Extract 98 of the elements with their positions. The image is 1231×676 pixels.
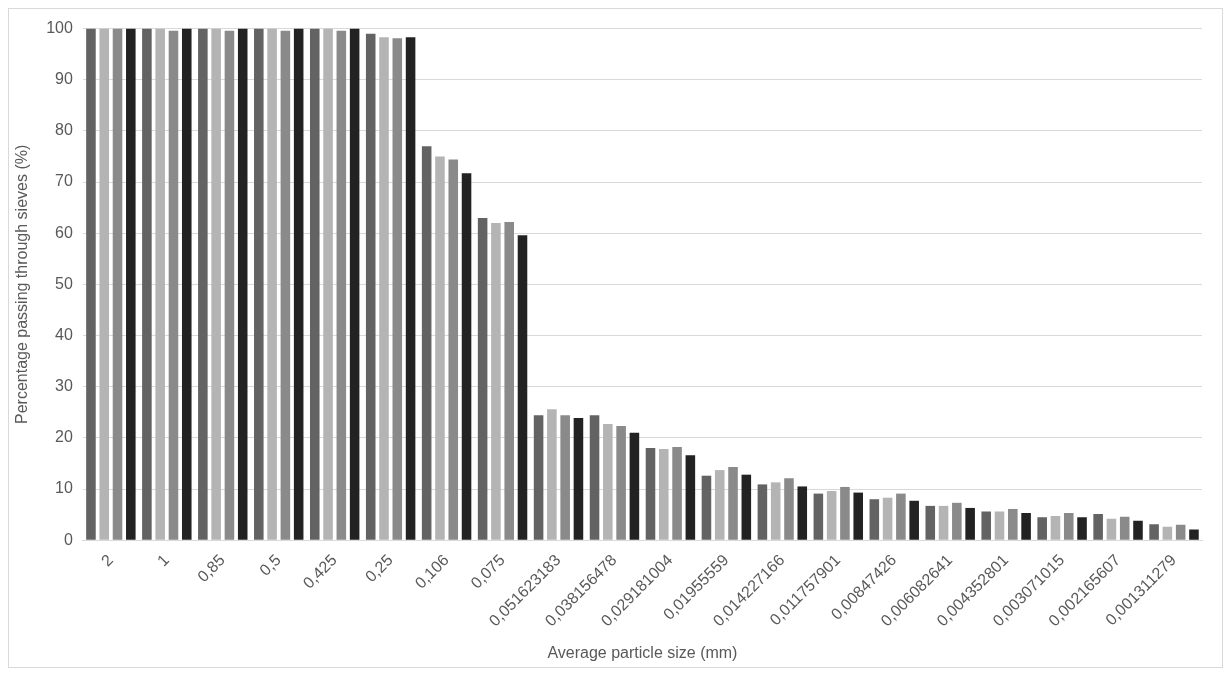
bar <box>181 28 192 540</box>
bar <box>309 28 320 540</box>
bar <box>826 491 837 540</box>
bar <box>1162 526 1173 540</box>
x-axis-title: Average particle size (mm) <box>547 643 738 661</box>
bar <box>155 28 165 540</box>
y-tick-label: 70 <box>55 172 73 190</box>
bar <box>448 159 459 540</box>
x-tick-label: 0,85 <box>193 551 229 586</box>
bar <box>659 449 669 540</box>
bar <box>853 492 864 540</box>
x-tick-label: 1 <box>153 551 173 570</box>
bar <box>840 486 850 540</box>
bar <box>1050 516 1061 540</box>
bar <box>1077 517 1087 540</box>
y-tick-label: 100 <box>46 19 73 37</box>
bar <box>435 156 445 540</box>
bar <box>1149 524 1159 540</box>
bar <box>349 28 360 540</box>
bar <box>1063 513 1074 540</box>
bar <box>365 33 376 540</box>
bar <box>757 484 768 540</box>
bar <box>293 28 304 540</box>
bar <box>517 235 528 540</box>
bar <box>741 474 752 540</box>
bar <box>477 217 488 540</box>
bar <box>142 28 152 540</box>
bar <box>491 222 501 540</box>
bar <box>573 417 584 540</box>
bar <box>896 493 906 540</box>
x-tick-label: 2 <box>97 551 117 570</box>
bar <box>126 28 136 540</box>
bar <box>813 493 824 540</box>
bar <box>405 37 416 540</box>
bar <box>421 146 432 540</box>
y-axis-title: Percentage passing through sieves (%) <box>13 144 31 425</box>
bar <box>685 455 696 540</box>
bar <box>672 447 682 540</box>
y-tick-label: 90 <box>55 70 73 88</box>
bar <box>547 409 557 540</box>
bar <box>938 505 949 540</box>
bar <box>237 28 248 540</box>
bar <box>267 28 277 540</box>
bar <box>645 448 656 540</box>
bar <box>869 499 880 540</box>
bar <box>728 467 738 540</box>
bar <box>461 173 472 540</box>
bar <box>1008 508 1018 540</box>
y-tick-label: 10 <box>55 479 73 497</box>
bar <box>797 486 808 540</box>
bar <box>533 415 544 540</box>
y-tick-label: 40 <box>55 325 73 343</box>
bar <box>1021 513 1031 540</box>
bar <box>254 28 264 540</box>
bar <box>99 28 110 540</box>
bar <box>616 426 626 540</box>
y-tick-label: 30 <box>55 377 73 395</box>
bar <box>981 511 992 540</box>
bar <box>392 38 403 540</box>
bar <box>86 28 96 540</box>
bar <box>560 415 570 540</box>
bar <box>323 28 333 540</box>
bar <box>1037 517 1047 540</box>
bar <box>965 507 975 540</box>
bar <box>280 30 291 540</box>
x-tick-label: 0,25 <box>361 551 396 586</box>
bar <box>952 502 962 540</box>
bar <box>224 30 235 540</box>
bar <box>198 28 208 540</box>
bar <box>784 478 794 540</box>
bar <box>882 497 893 540</box>
bar <box>629 432 640 540</box>
bar <box>379 37 389 540</box>
y-tick-label: 60 <box>55 223 73 241</box>
bar <box>909 500 919 540</box>
bar <box>1133 520 1143 540</box>
bar <box>1106 518 1117 540</box>
bar <box>1189 529 1199 540</box>
bar <box>770 482 781 540</box>
bar <box>112 28 123 540</box>
y-tick-label: 50 <box>55 274 73 292</box>
bar <box>211 28 221 540</box>
y-tick-label: 20 <box>55 428 73 446</box>
bar <box>504 221 514 540</box>
bar <box>994 511 1005 540</box>
bar <box>1175 524 1186 540</box>
bar <box>1093 514 1103 540</box>
bar <box>168 30 179 540</box>
bar <box>701 475 712 540</box>
bar <box>603 424 613 540</box>
bar <box>336 30 347 540</box>
bar <box>714 470 725 540</box>
y-tick-label: 0 <box>63 530 73 548</box>
bar <box>925 505 936 540</box>
bar <box>589 415 600 540</box>
bar <box>1119 516 1130 540</box>
x-tick-label: 0,5 <box>256 551 285 579</box>
y-tick-label: 80 <box>55 121 73 139</box>
